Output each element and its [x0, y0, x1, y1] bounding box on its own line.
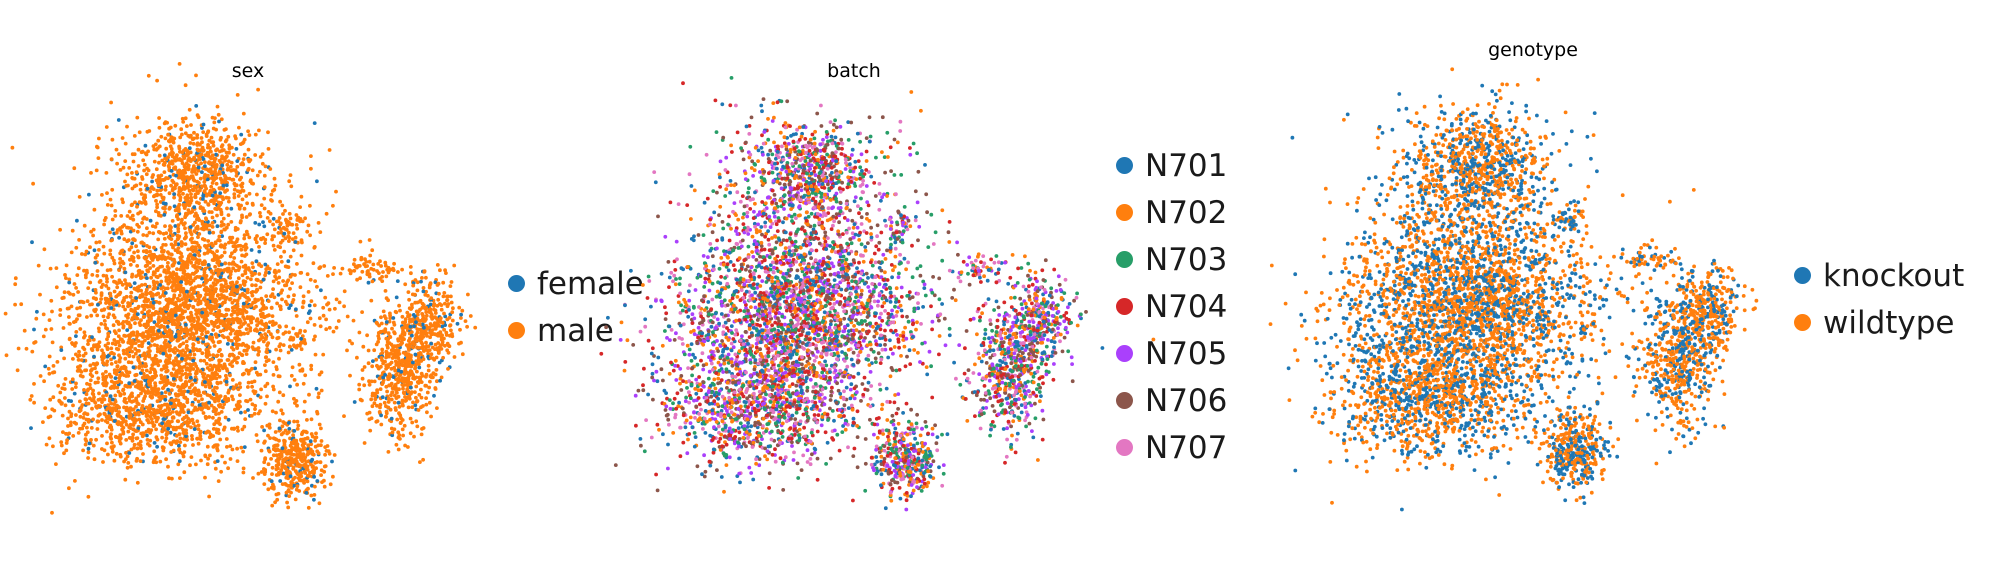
scatter-point — [82, 330, 87, 335]
scatter-point — [204, 361, 209, 366]
scatter-point — [345, 348, 349, 353]
scatter-point — [74, 330, 79, 334]
scatter-point — [307, 303, 312, 308]
scatter-point — [253, 366, 257, 371]
scatter-point — [48, 266, 53, 271]
scatter-point — [143, 338, 147, 343]
scatter-point — [133, 351, 138, 356]
scatter-point — [139, 318, 143, 322]
scatter-point — [184, 339, 189, 344]
scatter-point — [245, 331, 250, 336]
scatter-point — [121, 304, 126, 309]
scatter-point — [117, 343, 122, 348]
panel-title-sex: sex — [231, 60, 265, 82]
scatter-point — [235, 280, 239, 285]
scatter-point — [30, 240, 34, 245]
scatter-point — [133, 321, 137, 326]
